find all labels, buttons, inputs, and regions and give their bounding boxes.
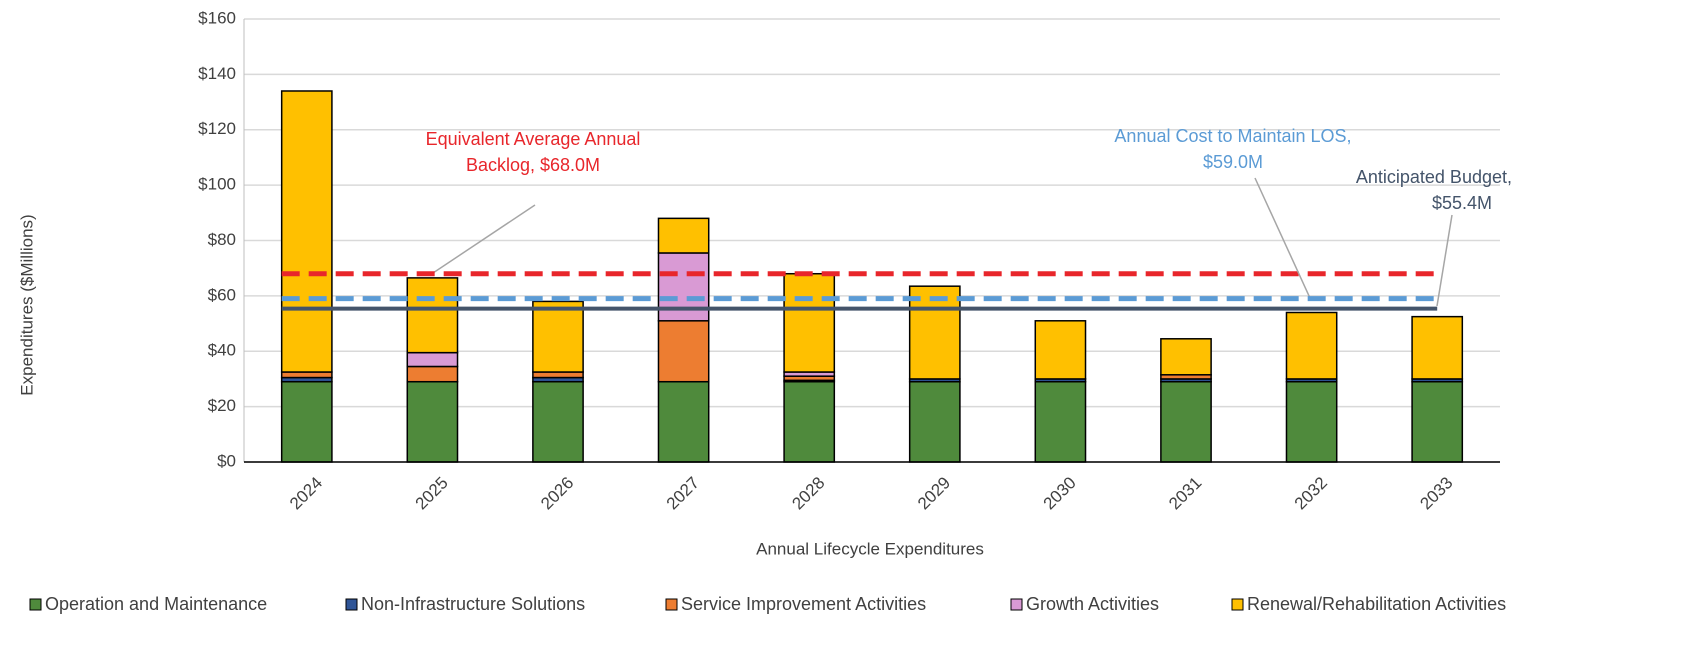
bar-segment (1034, 380, 1087, 463)
y-tick-label: $80 (208, 230, 236, 249)
annotation: $59.0M (1203, 152, 1263, 172)
x-axis-label: Annual Lifecycle Expenditures (756, 539, 984, 558)
x-tick-label: 2031 (1165, 473, 1205, 513)
bar-segment (1285, 311, 1338, 380)
bar-segment (532, 380, 584, 463)
bar-segment (1160, 380, 1212, 463)
legend-swatch (345, 598, 358, 611)
legend-label: Growth Activities (1026, 594, 1159, 614)
annotation: Backlog, $68.0M (466, 155, 600, 175)
bar-segment (406, 351, 459, 368)
legend-swatch (1010, 598, 1023, 611)
bar-segment (532, 300, 584, 373)
bar-segment (406, 277, 459, 354)
bar-segment (1411, 315, 1464, 380)
legend-swatch (665, 598, 678, 611)
bar-segment (657, 252, 710, 322)
x-tick-label: 2025 (412, 473, 452, 513)
bar-segment (532, 371, 584, 379)
x-tick-label: 2024 (286, 473, 326, 513)
y-tick-label: $40 (208, 341, 236, 360)
bar-segment (783, 380, 836, 463)
y-axis-label: Expenditures ($Millions) (17, 214, 36, 395)
annotation: Equivalent Average Annual (426, 129, 641, 149)
x-tick-label: 2029 (914, 473, 954, 513)
leader-line (1436, 214, 1453, 307)
leader-line (429, 204, 536, 276)
bar-segment (406, 365, 459, 383)
legend-label: Service Improvement Activities (681, 594, 926, 614)
bar-segment (280, 90, 333, 373)
bar-segment (657, 320, 710, 383)
x-tick-label: 2027 (663, 473, 703, 513)
bar-segment (406, 380, 459, 463)
bar-segment (280, 371, 333, 379)
x-tick-label: 2028 (788, 473, 828, 513)
bar-segment (1285, 380, 1338, 463)
y-tick-label: $20 (208, 396, 236, 415)
y-tick-label: $0 (217, 451, 236, 470)
y-tick-label: $140 (198, 64, 236, 83)
bar-segment (657, 217, 710, 254)
legend-label: Renewal/Rehabilitation Activities (1247, 594, 1506, 614)
bar-segment (280, 380, 333, 463)
x-tick-label: 2032 (1291, 473, 1331, 513)
bar-segment (783, 272, 836, 373)
bar-segment (908, 380, 961, 463)
y-tick-label: $160 (198, 8, 236, 27)
x-tick-label: 2026 (537, 473, 577, 513)
y-tick-label: $120 (198, 119, 236, 138)
annotation: $55.4M (1432, 193, 1492, 213)
bar-segment (657, 380, 710, 463)
legend-swatch (29, 598, 42, 611)
annotation: Annual Cost to Maintain LOS, (1114, 126, 1351, 146)
x-tick-label: 2030 (1040, 473, 1080, 513)
bar-segment (908, 285, 961, 380)
bar-segment (1411, 380, 1464, 463)
y-tick-label: $60 (208, 285, 236, 304)
legend-label: Operation and Maintenance (45, 594, 267, 614)
leader-line (1254, 177, 1311, 299)
y-tick-label: $100 (198, 175, 236, 194)
x-tick-label: 2033 (1416, 473, 1456, 513)
bar-segment (1160, 338, 1212, 376)
bar-segment (1034, 320, 1087, 380)
annotation: Anticipated Budget, (1356, 167, 1512, 187)
legend-label: Non-Infrastructure Solutions (361, 594, 585, 614)
legend-swatch (1231, 598, 1244, 611)
